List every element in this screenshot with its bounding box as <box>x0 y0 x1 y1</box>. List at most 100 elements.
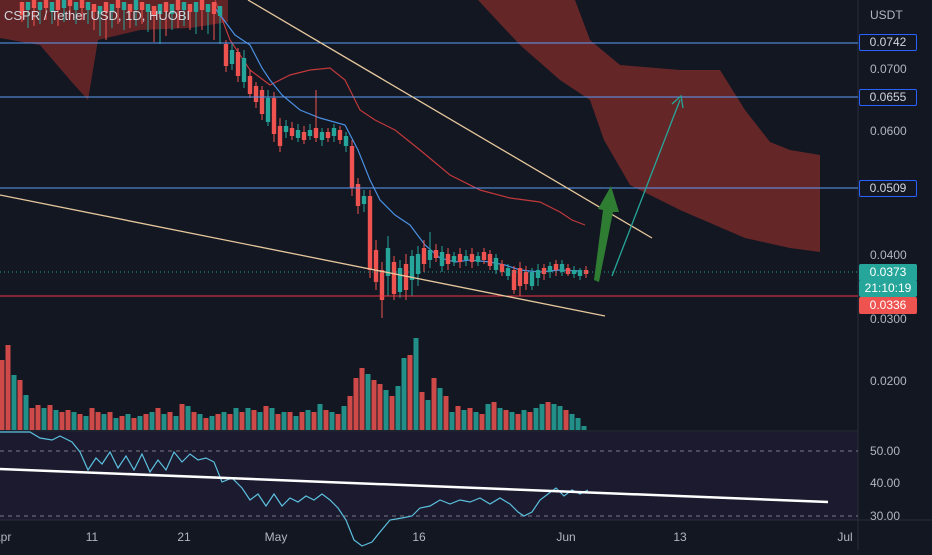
candle-body-29 <box>193 2 199 12</box>
volume-bar-75 <box>449 412 455 430</box>
candle-body-42 <box>271 98 277 134</box>
candle-body-14 <box>103 2 109 12</box>
candle-body-78 <box>487 254 493 266</box>
volume-bar-1 <box>5 345 11 430</box>
candle-body-19 <box>133 0 139 10</box>
time-axis-label-may: May <box>264 530 288 544</box>
candle-body-84 <box>523 272 529 284</box>
ichimoku-cloud <box>0 0 820 252</box>
volume-bar-96 <box>575 418 581 430</box>
volume-bar-76 <box>455 406 461 430</box>
candle-body-24 <box>163 2 169 12</box>
candle-body-72 <box>451 256 457 262</box>
candle-body-22 <box>151 6 157 16</box>
volume-bar-80 <box>479 414 485 430</box>
volume-bar-17 <box>101 414 107 430</box>
volume-bar-2 <box>11 375 17 430</box>
candle-body-91 <box>565 268 571 274</box>
volume-bar-85 <box>509 412 515 430</box>
volume-bar-92 <box>551 404 557 430</box>
volume-bar-37 <box>221 412 227 430</box>
volume-bar-29 <box>173 416 179 430</box>
volume-bar-21 <box>125 414 131 430</box>
candle-body-89 <box>553 264 559 270</box>
candle-body-36 <box>235 52 241 76</box>
volume-bar-31 <box>185 406 191 430</box>
rsi-line <box>0 431 589 547</box>
candle-body-73 <box>457 254 463 262</box>
candle-body-16 <box>115 0 121 8</box>
price-axis-label-0400: 0.0400 <box>870 248 907 262</box>
lower-trendline <box>0 194 606 317</box>
candle-body-88 <box>547 266 553 272</box>
candle-body-39 <box>253 86 259 102</box>
volume-bar-89 <box>533 408 539 430</box>
time-axis-label-16: 16 <box>412 530 426 544</box>
volume-bar-18 <box>107 412 113 430</box>
volume-bar-61 <box>365 374 371 430</box>
price-tag-support[interactable]: 0.0336 <box>859 297 917 314</box>
volume-bar-35 <box>209 416 215 430</box>
time-axis-label-11: 11 <box>85 530 99 544</box>
candle-body-61 <box>385 248 391 276</box>
last-price-tag: 0.0373 <box>859 264 917 281</box>
candle-body-64 <box>403 264 409 290</box>
volume-bar-46 <box>275 414 281 430</box>
price-tag-level-3[interactable]: 0.0509 <box>859 180 917 197</box>
candle-body-63 <box>397 268 403 292</box>
volume-bar-54 <box>323 410 329 430</box>
candle-body-38 <box>247 76 253 94</box>
candle-body-77 <box>481 252 487 260</box>
rsi-pane-background <box>0 432 858 520</box>
rsi-axis-label-50: 50.00 <box>870 444 901 458</box>
volume-bar-86 <box>515 414 521 430</box>
projection-arrowhead <box>671 94 684 109</box>
volume-bar-44 <box>263 406 269 430</box>
candle-body-4 <box>43 0 49 8</box>
candle-body-94 <box>583 270 589 274</box>
candle-body-41 <box>265 98 271 122</box>
volume-bar-71 <box>425 400 431 430</box>
candle-body-28 <box>187 4 193 12</box>
volume-bar-81 <box>485 404 491 430</box>
candle-body-27 <box>181 2 187 10</box>
volume-bar-34 <box>203 418 209 430</box>
candle-body-31 <box>205 4 211 12</box>
candle-body-21 <box>145 4 151 12</box>
candle-body-47 <box>301 132 307 140</box>
cloud-right <box>478 0 820 252</box>
volume-bar-9 <box>53 410 59 430</box>
candle-body-7 <box>61 0 67 8</box>
volume-bar-59 <box>353 378 359 430</box>
candle-body-18 <box>127 4 133 12</box>
volume-bar-14 <box>83 416 89 430</box>
candle-body-40 <box>259 90 265 114</box>
candle-body-15 <box>109 4 115 12</box>
volume-bar-67 <box>401 358 407 430</box>
candle-body-34 <box>223 44 229 66</box>
rsi-indicator <box>0 431 858 547</box>
candle-body-58 <box>367 196 373 270</box>
symbol-title[interactable]: CSPR / Tether USD, 1D, HUOBI <box>4 8 191 23</box>
candle-body-45 <box>289 128 295 136</box>
candle-body-85 <box>529 272 535 286</box>
volume-bar-63 <box>377 384 383 430</box>
price-tag-level-2[interactable]: 0.0655 <box>859 89 917 106</box>
candle-body-5 <box>49 2 55 12</box>
volume-bar-23 <box>137 416 143 430</box>
price-tag-level-1[interactable]: 0.0742 <box>859 34 917 51</box>
time-axis-label-13: 13 <box>673 530 687 544</box>
volume-bar-45 <box>269 408 275 430</box>
candle-body-33 <box>217 6 223 16</box>
candle-body-20 <box>139 2 145 10</box>
projection-line <box>611 99 681 277</box>
volume-bar-6 <box>35 405 41 430</box>
candle-body-8 <box>67 0 73 6</box>
drawing-lines[interactable] <box>0 0 858 317</box>
volume-bar-28 <box>167 412 173 430</box>
candle-body-66 <box>415 254 421 274</box>
candle-body-68 <box>427 250 433 260</box>
candle-body-75 <box>469 254 475 262</box>
